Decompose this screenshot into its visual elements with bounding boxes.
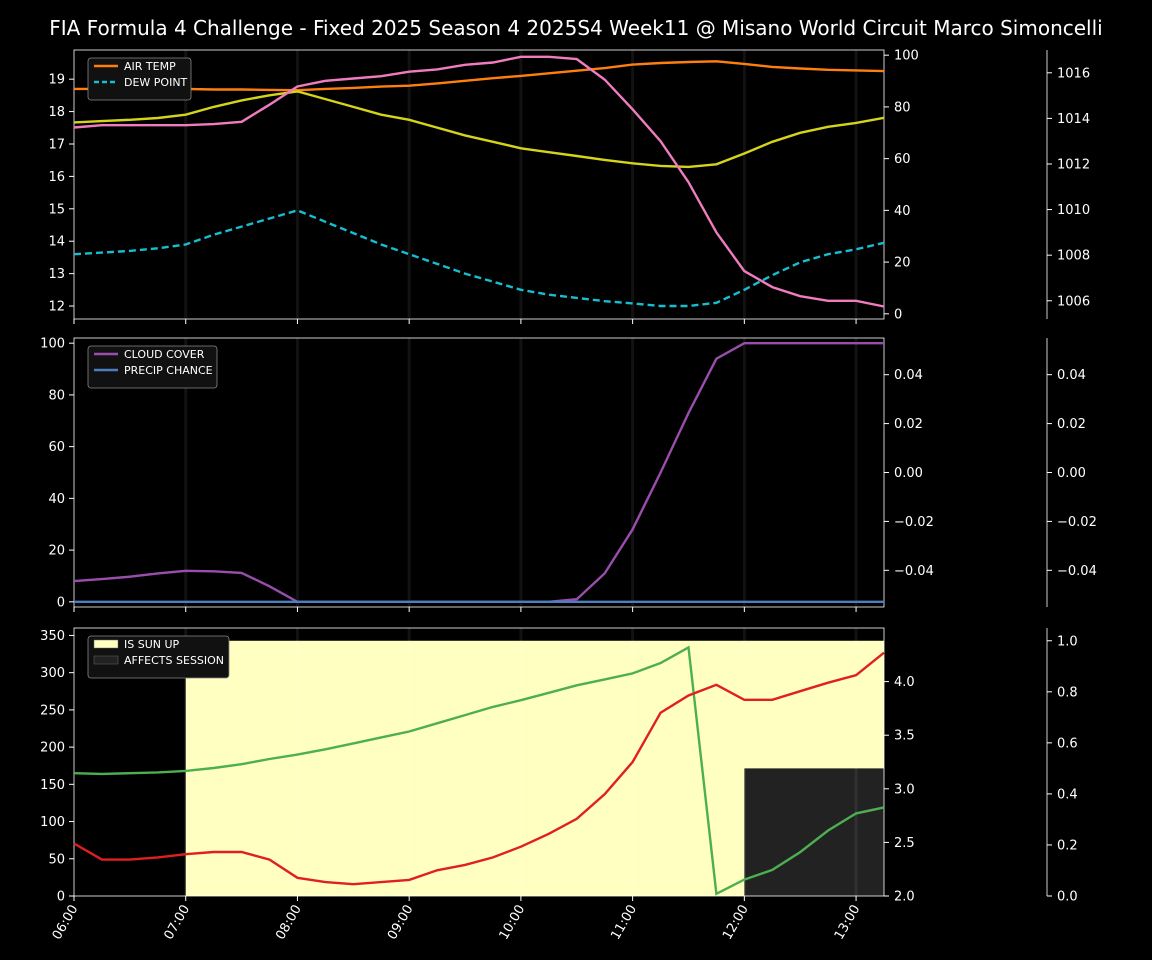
y-tick-label-right1: 60 — [894, 152, 911, 167]
legend: AIR TEMP DEW POINT — [87, 57, 192, 101]
y-tick-label-right1: 0.02 — [894, 417, 923, 432]
y-tick-label-right1: 3.0 — [894, 782, 915, 797]
x-tick-label: 06:00 — [50, 903, 82, 943]
y-tick-label-left: 350 — [40, 629, 65, 644]
x-tick-label: 07:00 — [161, 903, 193, 943]
y-tick-label-right2: 0.02 — [1057, 417, 1086, 432]
x-tick-label: 12:00 — [720, 903, 752, 943]
y-tick-label-left: 300 — [40, 666, 65, 681]
axes-frame — [73, 49, 885, 320]
band-affects-session — [744, 768, 884, 896]
y-tick-label-right1: 2.5 — [894, 836, 915, 851]
legend: IS SUN UP AFFECTS SESSION — [87, 635, 230, 679]
legend-label: PRECIP CHANCE — [124, 364, 213, 377]
y-tick-label-right2: 1012 — [1057, 157, 1090, 172]
y-tick-label-right1: 0.00 — [894, 466, 923, 481]
y-tick-label-right2: 0.6 — [1057, 736, 1078, 751]
y-tick-label-right2: 1016 — [1057, 66, 1090, 81]
y-tick-label-left: 20 — [48, 544, 65, 559]
y-tick-label-left: 14 — [48, 235, 65, 250]
y-tick-label-right1: −0.04 — [894, 564, 934, 579]
y-tick-label-right2: −0.04 — [1057, 564, 1097, 579]
y-tick-label-right1: 0 — [894, 307, 902, 322]
panel-cloud-precip-panel: 0 20 40 60 80 100 −0.04 −0.02 0.00 0.02 0.04 −0.04 −… — [40, 337, 1097, 612]
legend-label: AIR TEMP — [124, 60, 176, 73]
y-tick-label-left: 100 — [40, 337, 65, 352]
series-line-wind-dir — [73, 645, 885, 896]
series-line-air-temp — [74, 60, 885, 92]
legend-swatch — [93, 655, 119, 665]
x-tick-label: 13:00 — [832, 903, 864, 943]
panel-temperature-panel: 12 13 14 15 16 17 18 19 0 20 40 60 80 100 1006 1008 1010… — [48, 49, 1090, 324]
chart-panels: 12 13 14 15 16 17 18 19 0 20 40 60 80 100 1006 1008 1010… — [40, 49, 1097, 943]
x-tick-label: 10:00 — [497, 903, 529, 943]
y-tick-label-right1: 0.04 — [894, 368, 923, 383]
legend-box — [87, 635, 230, 679]
y-tick-label-right2: 1.0 — [1057, 634, 1078, 649]
legend-label: IS SUN UP — [124, 638, 180, 651]
y-tick-label-left: 12 — [48, 300, 65, 315]
y-tick-label-left: 80 — [48, 388, 65, 403]
series-line-wind-speed — [73, 651, 885, 886]
y-tick-label-right2: 0.0 — [1057, 890, 1078, 905]
y-tick-label-right2: 1006 — [1057, 294, 1090, 309]
legend-swatch — [93, 639, 119, 649]
y-tick-label-right2: 0.04 — [1057, 368, 1086, 383]
y-tick-label-right2: 0.00 — [1057, 466, 1086, 481]
axes-frame — [73, 627, 885, 897]
y-tick-label-left: 15 — [48, 202, 65, 217]
legend-label: AFFECTS SESSION — [124, 654, 224, 667]
series-line-dew-point — [73, 209, 885, 308]
x-tick-label: 11:00 — [608, 903, 640, 943]
y-tick-label-left: 60 — [48, 440, 65, 455]
y-tick-label-right2: 1008 — [1057, 249, 1090, 264]
y-tick-label-right1: 40 — [894, 204, 911, 219]
y-tick-label-left: 50 — [48, 852, 65, 867]
y-tick-label-right1: −0.02 — [894, 515, 934, 530]
y-tick-label-right1: 20 — [894, 256, 911, 271]
legend-label: CLOUD COVER — [124, 348, 205, 361]
y-tick-label-left: 0 — [57, 890, 65, 905]
x-tick-label: 09:00 — [385, 903, 417, 943]
y-tick-label-left: 40 — [48, 492, 65, 507]
y-tick-label-left: 18 — [48, 105, 65, 120]
y-tick-label-right2: 0.2 — [1057, 838, 1078, 853]
series-line-pressure — [73, 55, 885, 308]
y-tick-label-left: 200 — [40, 741, 65, 756]
y-tick-label-right2: 1014 — [1057, 112, 1090, 127]
y-tick-label-right1: 4.0 — [894, 675, 915, 690]
y-tick-label-right1: 2.0 — [894, 890, 915, 905]
y-tick-label-right2: −0.02 — [1057, 515, 1097, 530]
y-tick-label-left: 150 — [40, 778, 65, 793]
legend-box — [87, 57, 192, 101]
series-line-rel-humidity — [73, 90, 885, 169]
legend-label: DEW POINT — [124, 76, 188, 89]
y-tick-label-right1: 100 — [894, 49, 919, 64]
y-tick-label-left: 250 — [40, 703, 65, 718]
y-tick-label-left: 13 — [48, 267, 65, 282]
y-tick-label-right1: 80 — [894, 100, 911, 115]
y-tick-label-left: 100 — [40, 815, 65, 830]
chart-title: FIA Formula 4 Challenge - Fixed 2025 Sea… — [49, 16, 1102, 40]
y-tick-label-left: 0 — [57, 595, 65, 610]
y-tick-label-left: 17 — [48, 137, 65, 152]
y-tick-label-right1: 3.5 — [894, 729, 915, 744]
y-tick-label-left: 16 — [48, 170, 65, 185]
x-tick-label: 08:00 — [273, 903, 305, 943]
legend: CLOUD COVER PRECIP CHANCE — [87, 345, 218, 389]
y-tick-label-left: 19 — [48, 73, 65, 88]
y-tick-label-right2: 0.8 — [1057, 685, 1078, 700]
legend-box — [87, 345, 218, 389]
y-tick-label-right2: 1010 — [1057, 203, 1090, 218]
y-tick-label-right2: 0.4 — [1057, 787, 1078, 802]
panel-wind-panel: 06:00 07:00 08:00 09:00 10:00 11:00 12:00 13:00… — [40, 627, 1078, 943]
